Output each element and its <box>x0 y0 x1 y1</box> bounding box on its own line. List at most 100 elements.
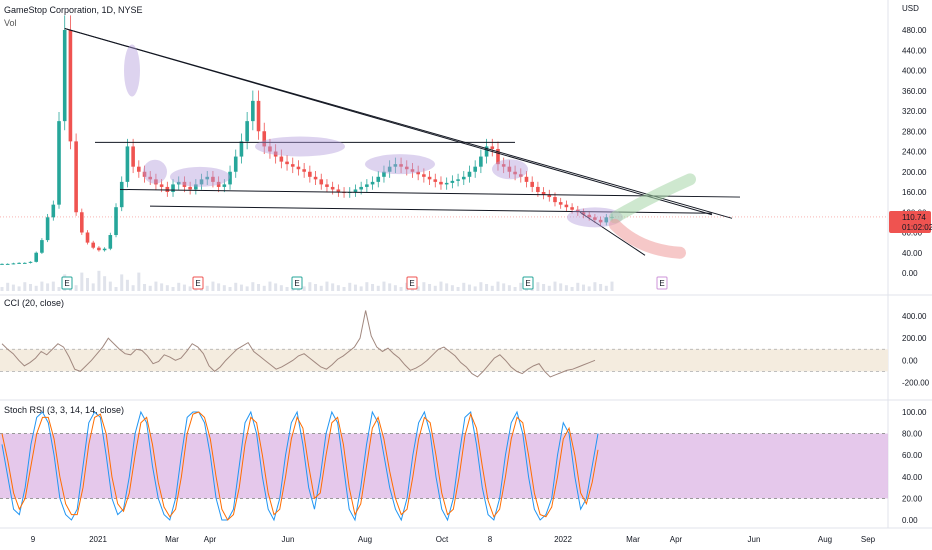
candle-body <box>399 164 403 167</box>
volume-bar <box>182 284 186 291</box>
volume-bar <box>234 282 238 291</box>
candle-body <box>68 30 73 142</box>
volume-bar <box>274 283 278 291</box>
volume-bar <box>120 274 124 291</box>
earnings-marker-label: E <box>659 279 664 288</box>
volume-bar <box>57 287 61 291</box>
candle-body <box>564 204 569 208</box>
candle-body <box>530 181 534 187</box>
candle-body <box>547 194 552 198</box>
earnings-marker-label: E <box>294 279 299 288</box>
candle-body <box>513 171 517 175</box>
candle-body <box>416 171 420 175</box>
candle-body <box>40 240 44 253</box>
candle-body <box>518 174 523 177</box>
candle-body <box>262 131 267 147</box>
candle-body <box>427 176 432 180</box>
candle-body <box>456 179 460 181</box>
cci-tick-label: 200.00 <box>902 334 927 343</box>
price-tick-label: 0.00 <box>902 269 918 278</box>
projection-up-path <box>609 173 696 224</box>
x-tick-label: Jun <box>282 535 295 544</box>
candle-body <box>211 176 215 182</box>
candle-body <box>5 263 10 265</box>
stoch-tick-label: 60.00 <box>902 451 923 460</box>
x-tick-label: 2021 <box>89 535 107 544</box>
volume-bar <box>336 285 340 291</box>
earnings-marker <box>406 276 418 290</box>
highlight-zone <box>255 136 345 157</box>
volume-bar <box>91 283 95 291</box>
candle-body <box>165 186 170 192</box>
volume-bar <box>382 281 386 291</box>
candle-body <box>496 148 500 165</box>
x-tick-label: Aug <box>358 535 372 544</box>
volume-bar <box>86 278 90 291</box>
x-tick-label: Aug <box>818 535 832 544</box>
volume-bar <box>279 285 283 291</box>
volume-bar <box>576 282 580 291</box>
candle-body <box>450 180 455 183</box>
candle-body <box>376 176 381 182</box>
candle-body <box>239 141 244 157</box>
candle-body <box>57 121 61 205</box>
price-badge-value: 110.74 <box>902 213 926 222</box>
volume-bar <box>228 287 232 291</box>
candle-body <box>176 181 181 185</box>
volume-bar <box>302 286 306 291</box>
candle-body <box>91 242 96 248</box>
candle-body <box>279 156 284 162</box>
candle-body <box>587 214 591 218</box>
price-tick-label: 480.00 <box>902 26 927 35</box>
volume-bar <box>160 283 164 291</box>
candle-body <box>51 204 56 218</box>
volume-bar <box>46 283 50 291</box>
volume-bar <box>177 282 181 291</box>
x-tick-label: Mar <box>165 535 179 544</box>
candle-body <box>313 176 318 180</box>
volume-bar <box>325 281 329 291</box>
candle-body <box>233 156 238 172</box>
volume-bar <box>547 285 551 291</box>
x-tick-label: 9 <box>31 535 36 544</box>
volume-bar <box>416 286 420 291</box>
candle-body <box>182 181 187 187</box>
volume-bar <box>456 287 460 291</box>
volume-bar <box>154 281 158 291</box>
earnings-marker-label: E <box>195 279 200 288</box>
candle-body <box>97 247 101 251</box>
volume-bar <box>536 282 540 291</box>
volume-bar <box>342 287 346 291</box>
volume-bar <box>399 287 403 291</box>
candle-body <box>553 197 557 203</box>
candle-body <box>439 181 443 185</box>
volume-bar <box>114 287 118 291</box>
volume-bar <box>29 284 33 291</box>
candle-body <box>199 179 204 185</box>
volume-bar <box>587 286 591 291</box>
volume-bar <box>74 285 78 291</box>
candle-body <box>17 262 21 264</box>
volume-bar <box>188 286 192 291</box>
volume-bar <box>131 285 135 291</box>
volume-bar <box>445 283 449 291</box>
stoch-rsi-label: Stoch RSI (3, 3, 14, 14, close) <box>4 405 125 415</box>
volume-label: Vol <box>4 18 17 28</box>
volume-bar <box>542 284 546 291</box>
x-tick-label: 8 <box>488 535 493 544</box>
candle-body <box>581 212 586 215</box>
volume-bar <box>143 284 147 291</box>
volume-bar <box>422 282 426 291</box>
x-tick-label: Apr <box>670 535 683 544</box>
highlight-zone <box>124 44 140 97</box>
x-tick-label: Oct <box>436 535 449 544</box>
candle-body <box>558 202 563 205</box>
volume-bar <box>262 285 266 291</box>
earnings-marker-label: E <box>525 279 530 288</box>
volume-bar <box>467 284 471 291</box>
candle-body <box>501 164 506 167</box>
price-tick-label: 440.00 <box>902 46 927 55</box>
price-tick-label: 320.00 <box>902 107 927 116</box>
volume-bar <box>473 286 477 291</box>
